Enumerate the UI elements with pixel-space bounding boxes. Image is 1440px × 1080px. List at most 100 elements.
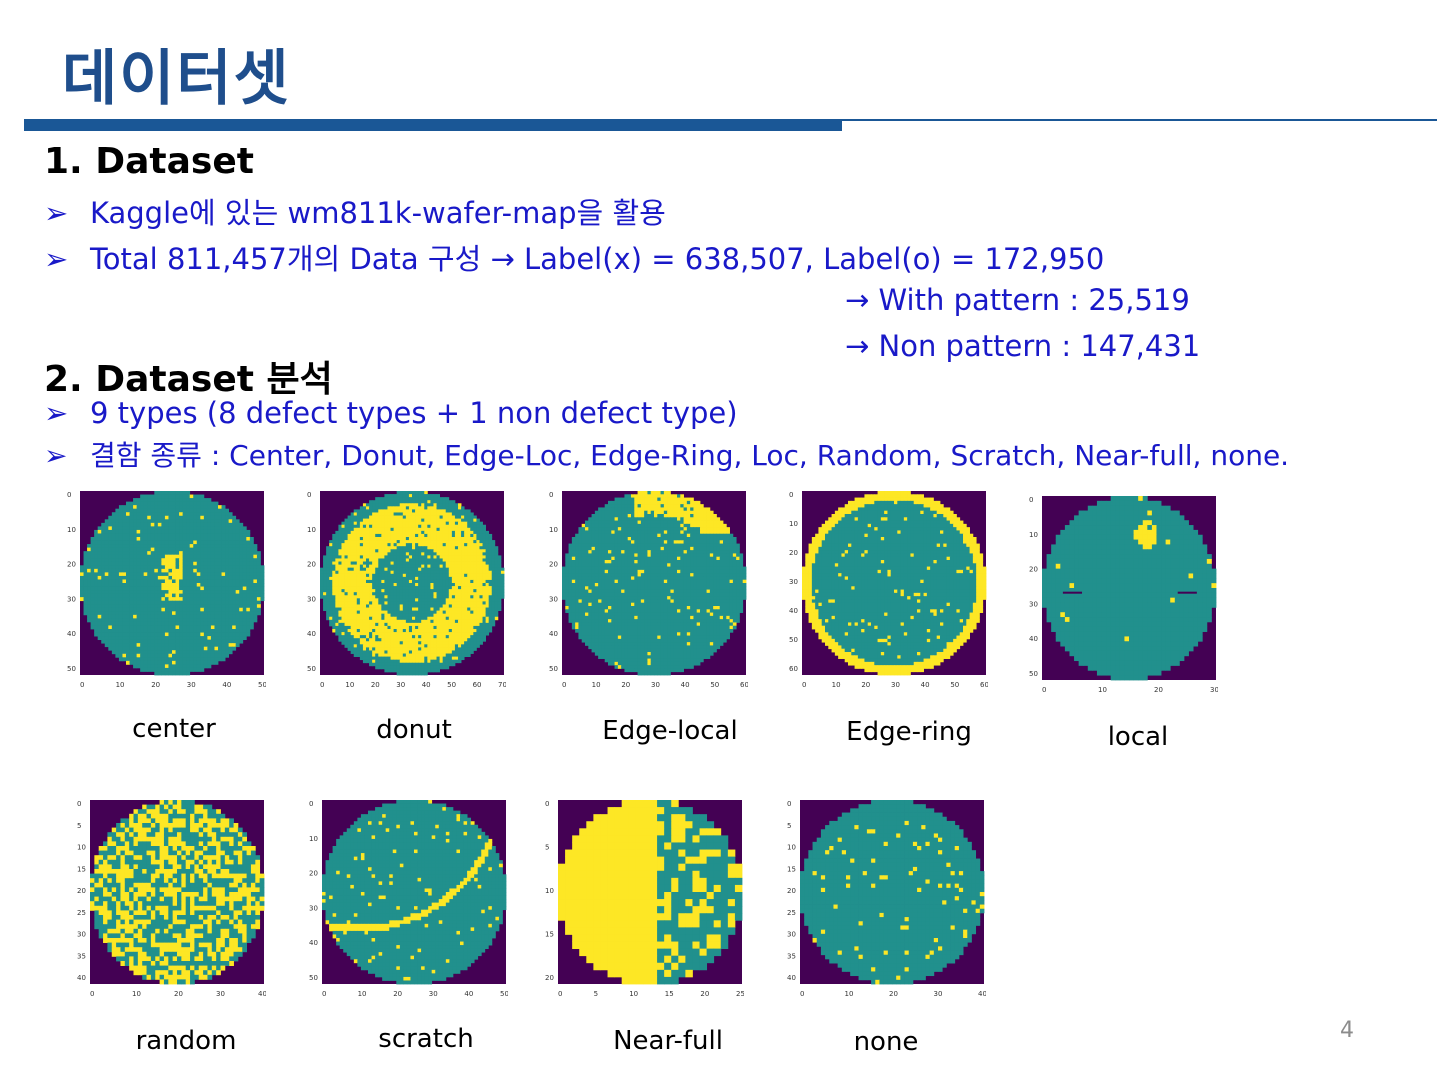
wafer-die [168,614,173,619]
defect-die [375,616,379,621]
wafer-die [196,625,201,630]
wafer-die [445,579,450,584]
wafer-die [393,497,398,501]
wafer-die [111,643,116,648]
wafer-die [189,522,194,527]
wafer-die [249,579,254,584]
defect-die [335,586,339,590]
wafer-die [350,647,355,651]
defect-die [387,512,391,516]
wafer-die [253,565,258,570]
wafer-die [326,570,330,575]
wafer-die [424,533,428,538]
wafer-die [214,540,219,545]
section1-bullet-2: ➢ Total 811,457개의 Data 구성 → Label(x) = 63… [44,236,1104,278]
defect-die [461,561,465,565]
defect-die [335,576,339,581]
wafer-die [221,593,226,598]
wafer-die [239,597,244,602]
wafer-die [193,533,198,538]
defect-die [338,552,342,556]
wafer-die [366,503,370,507]
wafer-die [182,565,187,570]
wafer-die [94,533,99,538]
wafer-die [335,629,339,633]
wafer-die [225,533,230,538]
wafer-die [154,614,159,619]
wafer-die [491,543,496,547]
wafer-die [200,604,205,609]
wafer-die [448,659,453,664]
wafer-die [111,540,116,545]
defect-die [366,530,370,535]
wafer-die [104,558,109,563]
wafer-die [203,526,208,531]
y-tick-label: 30 [67,595,76,603]
wafer-die [408,497,413,501]
wafer-die [366,579,370,584]
defect-die [80,572,84,577]
defect-die [378,530,382,535]
wafer-die [228,583,233,587]
wafer-die [168,636,173,641]
wafer-die [464,518,468,523]
defect-die [473,622,477,627]
wafer-die [203,498,208,503]
wafer-die [186,572,191,577]
defect-die [412,622,416,627]
wafer-die [147,646,152,651]
wafer-die [168,540,173,545]
wafer-die [470,647,474,651]
wafer-die [164,512,169,517]
wafer-die [193,522,198,527]
wafer-die [430,604,434,608]
defect-die [356,635,361,639]
defect-die [454,629,459,633]
defect-die [461,552,465,556]
defect-die [433,546,437,550]
wafer-die [221,544,226,549]
wafer-die [332,543,336,547]
wafer-die [387,567,391,572]
wafer-die [161,671,166,676]
defect-die [418,629,422,633]
defect-die [451,537,456,541]
wafer-die [111,579,116,584]
wafer-die [189,590,194,595]
wafer-die [140,646,145,651]
wafer-die [87,618,92,623]
wafer-die [143,568,148,573]
wafer-die [182,600,187,605]
wafer-die [228,629,233,633]
defect-die [387,533,391,538]
wafer-die [479,537,483,541]
wafer-die [235,614,240,619]
wafer-die [242,551,247,556]
wafer-die [172,593,176,598]
defect-die [381,537,385,541]
defect-die [445,607,450,611]
wafer-die [111,650,116,655]
wafer-die [415,662,419,667]
wafer-die [221,586,226,591]
wafer-die [150,657,155,662]
wafer-die [118,632,123,637]
wafer-die [390,589,394,593]
defect-die [353,604,358,608]
wafer-die [369,656,373,661]
wafer-die [249,590,254,595]
wafer-die [87,600,92,605]
wafer-die [387,500,391,504]
wafer-die [186,561,191,566]
wafer-die [458,512,462,516]
wafer-die [175,508,180,513]
wafer-die [118,597,123,602]
wafer-die [143,657,148,662]
defect-die [350,632,355,636]
wafer-die [408,613,413,618]
wafer-die [356,647,361,651]
defect-die [454,543,459,547]
wafer-die [164,547,169,552]
wafer-die [140,519,145,524]
defect-die [445,632,450,636]
